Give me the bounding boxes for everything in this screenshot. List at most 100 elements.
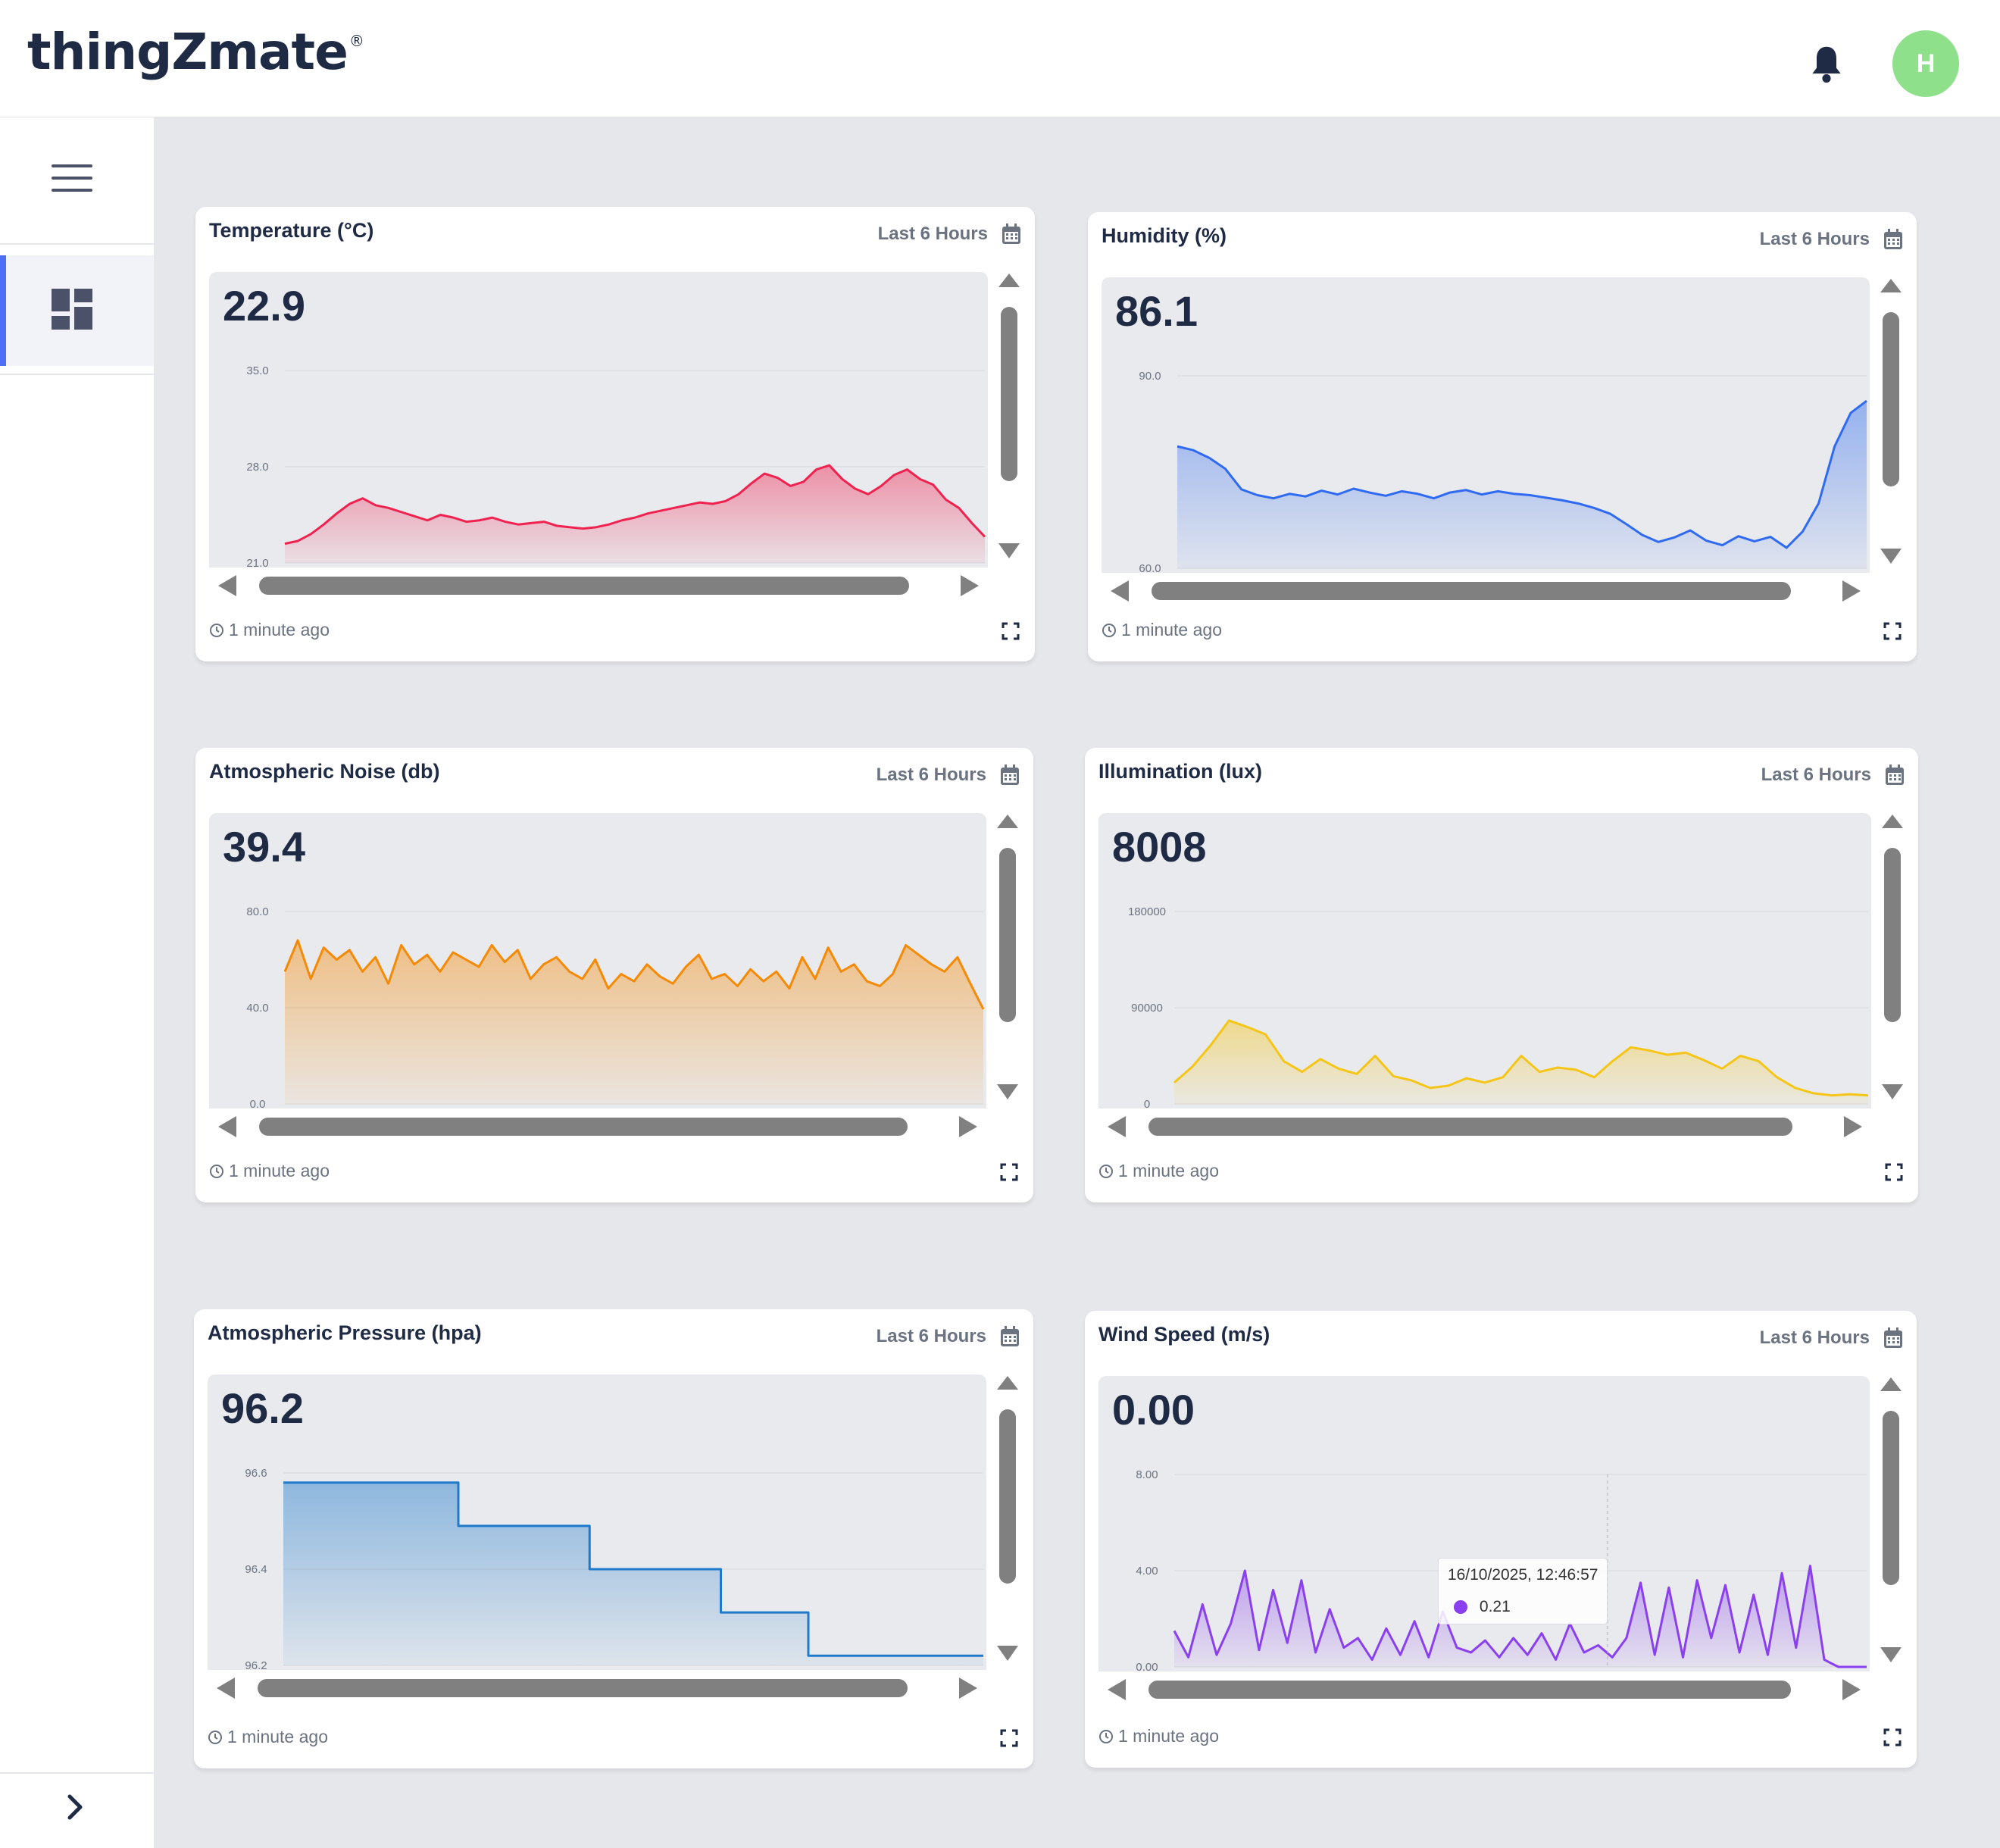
- divider: [0, 243, 154, 245]
- scroll-up-arrow[interactable]: [1880, 279, 1902, 292]
- tooltip-number: 0.21: [1479, 1598, 1511, 1615]
- widget-card: Atmospheric Pressure (hpa) Last 6 Hours 96…: [194, 1309, 1033, 1768]
- scroll-down-arrow[interactable]: [998, 543, 1020, 558]
- brand-logo[interactable]: thingZmate ®: [27, 23, 364, 81]
- current-value: 86.1: [1115, 287, 1198, 335]
- fullscreen-icon[interactable]: [1885, 1163, 1903, 1181]
- scroll-thumb[interactable]: [259, 577, 909, 595]
- last-updated: 1 minute ago: [209, 1161, 330, 1181]
- time-range-label[interactable]: Last 6 Hours: [877, 224, 988, 244]
- scroll-right-arrow[interactable]: [1842, 580, 1861, 602]
- calendar-icon[interactable]: [1883, 229, 1903, 250]
- series-line: [284, 464, 986, 546]
- bell-icon[interactable]: [1809, 44, 1844, 83]
- vertical-scrollbar[interactable]: [994, 808, 1021, 1112]
- scroll-thumb[interactable]: [259, 1118, 908, 1136]
- current-value: 22.9: [223, 282, 305, 330]
- vertical-scrollbar[interactable]: [1877, 1371, 1905, 1674]
- horizontal-scrollbar[interactable]: [1098, 1674, 1870, 1705]
- calendar-icon[interactable]: [1883, 1327, 1903, 1349]
- series-area: [1177, 401, 1867, 568]
- vertical-scrollbar[interactable]: [995, 267, 1023, 571]
- scroll-up-arrow[interactable]: [997, 1376, 1018, 1390]
- scroll-right-arrow[interactable]: [961, 575, 979, 596]
- series-area: [285, 465, 985, 563]
- scroll-thumb[interactable]: [999, 848, 1016, 1022]
- scroll-up-arrow[interactable]: [1882, 815, 1903, 828]
- y-tick-label: 90000: [1131, 1002, 1163, 1015]
- scroll-up-arrow[interactable]: [997, 815, 1018, 828]
- clock-icon: [1102, 623, 1116, 637]
- sidebar-item-dashboard[interactable]: [0, 255, 154, 366]
- series-line: [1173, 1019, 1869, 1097]
- time-range-label[interactable]: Last 6 Hours: [1759, 1327, 1870, 1348]
- vertical-scrollbar[interactable]: [1877, 273, 1905, 576]
- sidebar: [0, 117, 154, 1848]
- horizontal-scrollbar[interactable]: [209, 571, 988, 601]
- clock-icon: [210, 623, 223, 637]
- scroll-up-arrow[interactable]: [1880, 1377, 1902, 1391]
- widget-card: Humidity (%) Last 6 Hours 86.1 90.0 60.0 1 mi…: [1088, 212, 1917, 661]
- scroll-down-arrow[interactable]: [1880, 1647, 1902, 1662]
- scroll-left-arrow[interactable]: [217, 1678, 235, 1699]
- user-avatar[interactable]: H: [1892, 30, 1959, 97]
- fullscreen-icon[interactable]: [1000, 1729, 1018, 1747]
- time-range-label[interactable]: Last 6 Hours: [1761, 765, 1871, 785]
- calendar-icon[interactable]: [1000, 1326, 1020, 1347]
- fullscreen-icon[interactable]: [1883, 622, 1902, 640]
- fullscreen-icon[interactable]: [1002, 622, 1020, 640]
- scroll-down-arrow[interactable]: [997, 1084, 1018, 1099]
- scroll-left-arrow[interactable]: [1108, 1116, 1126, 1137]
- scroll-left-arrow[interactable]: [1111, 580, 1129, 602]
- calendar-icon[interactable]: [1002, 224, 1021, 245]
- scroll-left-arrow[interactable]: [218, 575, 236, 596]
- line-chart: 8.00 4.00 0.00: [1136, 1468, 1867, 1671]
- scroll-right-arrow[interactable]: [959, 1678, 977, 1699]
- vertical-scrollbar[interactable]: [994, 1370, 1021, 1673]
- widget-card: Temperature (°C) Last 6 Hours 22.9 35.0 28.0…: [195, 207, 1035, 661]
- scroll-thumb[interactable]: [1884, 848, 1901, 1022]
- scroll-left-arrow[interactable]: [218, 1116, 236, 1137]
- scroll-thumb[interactable]: [1001, 307, 1017, 481]
- menu-icon[interactable]: [52, 164, 92, 192]
- horizontal-scrollbar[interactable]: [209, 1112, 986, 1142]
- scroll-right-arrow[interactable]: [1844, 1116, 1862, 1137]
- last-updated-text: 1 minute ago: [1118, 1726, 1219, 1746]
- scroll-thumb[interactable]: [1152, 582, 1791, 600]
- calendar-icon[interactable]: [1885, 765, 1905, 786]
- horizontal-scrollbar[interactable]: [1098, 1112, 1871, 1142]
- time-range-label[interactable]: Last 6 Hours: [876, 765, 986, 785]
- y-tick-label: 96.4: [245, 1563, 267, 1576]
- horizontal-scrollbar[interactable]: [1102, 576, 1870, 606]
- scroll-thumb[interactable]: [999, 1409, 1016, 1584]
- scroll-up-arrow[interactable]: [998, 274, 1020, 287]
- time-range-label[interactable]: Last 6 Hours: [876, 1326, 986, 1346]
- scroll-thumb[interactable]: [1148, 1118, 1792, 1136]
- calendar-icon[interactable]: [1000, 765, 1020, 786]
- scroll-down-arrow[interactable]: [1880, 549, 1902, 564]
- tooltip-value: 0.21: [1448, 1598, 1598, 1616]
- scroll-thumb[interactable]: [1148, 1681, 1791, 1699]
- time-range-label[interactable]: Last 6 Hours: [1759, 229, 1870, 249]
- scroll-right-arrow[interactable]: [959, 1116, 977, 1137]
- widget-card: Atmospheric Noise (db) Last 6 Hours 39.4 80…: [195, 748, 1033, 1202]
- chevron-right-icon[interactable]: [64, 1792, 86, 1822]
- horizontal-scrollbar[interactable]: [208, 1673, 986, 1703]
- fullscreen-icon[interactable]: [1000, 1163, 1018, 1181]
- fullscreen-icon[interactable]: [1883, 1728, 1902, 1746]
- widget-card: Illumination (lux) Last 6 Hours 8008 180000…: [1085, 748, 1918, 1202]
- scroll-down-arrow[interactable]: [1882, 1084, 1903, 1099]
- scroll-right-arrow[interactable]: [1842, 1679, 1861, 1700]
- clock-icon: [1099, 1164, 1113, 1178]
- vertical-scrollbar[interactable]: [1879, 808, 1906, 1112]
- series-area: [283, 1482, 983, 1665]
- scroll-down-arrow[interactable]: [997, 1646, 1018, 1661]
- scroll-thumb[interactable]: [1883, 1411, 1899, 1585]
- chart-area: 8008 180000 90000 0: [1098, 813, 1871, 1108]
- scroll-thumb[interactable]: [1883, 312, 1899, 486]
- chart-area: 22.9 35.0 28.0 21.0: [209, 272, 988, 568]
- scroll-thumb[interactable]: [258, 1679, 908, 1697]
- scroll-left-arrow[interactable]: [1108, 1679, 1126, 1700]
- y-tick-label: 0: [1144, 1098, 1150, 1108]
- last-updated-text: 1 minute ago: [229, 620, 330, 639]
